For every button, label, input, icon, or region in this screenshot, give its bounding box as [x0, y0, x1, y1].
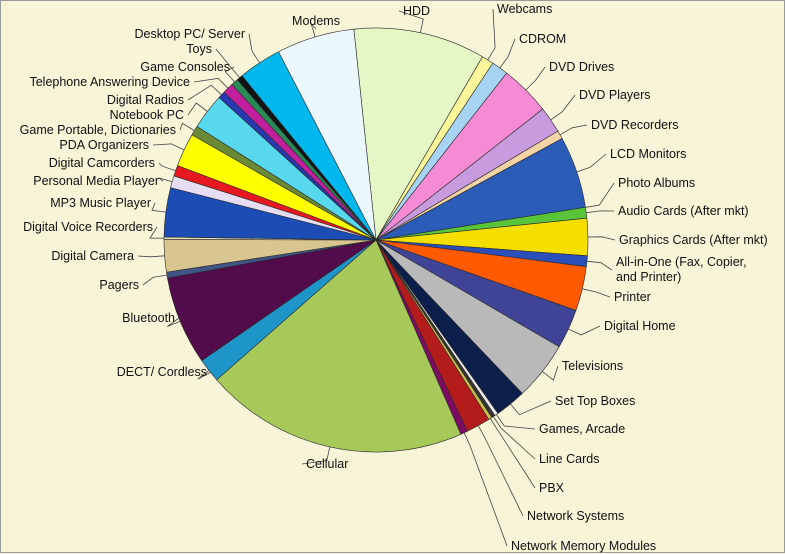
leader-line — [582, 288, 611, 298]
label-bluetooth: Bluetooth — [122, 311, 175, 325]
leader-line — [151, 202, 166, 213]
leader-line — [585, 182, 615, 208]
label-game-portable-dictionaries: Game Portable, Dictionaries — [20, 123, 176, 137]
label-cdrom: CDROM — [519, 32, 566, 46]
label-digital-home: Digital Home — [604, 319, 676, 333]
slice-hdd — [353, 27, 483, 241]
label-cellular: Cellular — [306, 457, 348, 471]
leader-line — [586, 210, 615, 214]
leader-line — [542, 365, 559, 381]
leader-line — [499, 38, 516, 69]
leader-line — [142, 274, 167, 286]
leader-line — [493, 416, 536, 460]
label-digital-radios: Digital Radios — [107, 93, 184, 107]
label-mp3-music-player: MP3 Music Player — [50, 196, 151, 210]
label-dvd-players: DVD Players — [579, 88, 651, 102]
slice-modems — [278, 28, 377, 241]
leader-line — [158, 177, 173, 183]
leader-line — [463, 432, 508, 547]
label-webcams: Webcams — [497, 2, 552, 16]
label-dvd-recorders: DVD Recorders — [591, 118, 679, 132]
leader-line — [179, 122, 195, 131]
label-desktop-pc-server: Desktop PC/ Server — [135, 27, 245, 41]
label-modems: Modems — [292, 14, 340, 28]
label-digital-camcorders: Digital Camcorders — [49, 156, 155, 170]
leader-line — [587, 236, 616, 241]
label-pbx: PBX — [539, 481, 565, 495]
leader-line — [525, 66, 546, 91]
leader-line — [248, 33, 260, 64]
slice-cellular — [216, 239, 462, 453]
label-dect-cordless: DECT/ Cordless — [117, 365, 207, 379]
leader-line — [301, 446, 331, 465]
leader-line — [158, 162, 176, 172]
leader-line — [510, 400, 552, 416]
leader-line — [152, 143, 185, 151]
label-games-arcade: Games, Arcade — [539, 422, 625, 436]
leader-line — [576, 153, 607, 173]
leader-line — [398, 10, 424, 33]
label-televisions: Televisions — [562, 359, 623, 373]
leader-line — [149, 226, 165, 239]
leader-line — [215, 48, 241, 78]
leader-line — [550, 94, 576, 121]
leader-line — [224, 66, 235, 83]
leader-lines — [137, 8, 616, 547]
label-notebook-pc: Notebook PC — [110, 108, 184, 122]
label-digital-camera: Digital Camera — [51, 249, 134, 263]
leader-line — [568, 325, 601, 336]
leader-line — [487, 8, 496, 61]
leader-line — [477, 425, 524, 517]
leader-line — [586, 260, 613, 271]
leader-line — [197, 370, 212, 380]
label-printer: Printer — [614, 290, 651, 304]
label-toys: Toys — [186, 42, 212, 56]
label-audio-cards-after-mkt: Audio Cards (After mkt) — [618, 204, 749, 218]
label-photo-albums: Photo Albums — [618, 176, 695, 190]
leader-line — [166, 317, 181, 327]
label-hdd: HDD — [403, 4, 430, 18]
slice-labels: HDD Webcams CDROM DVD Drives DVD Players DVD … — [20, 2, 768, 553]
label-network-systems: Network Systems — [527, 509, 624, 523]
leader-line — [193, 77, 229, 89]
label-graphics-cards-after-mkt: Graphics Cards (After mkt) — [619, 233, 768, 247]
label-telephone-answering-device: Telephone Answering Device — [29, 75, 190, 89]
label-network-memory-modules: Network Memory Modules — [511, 539, 656, 553]
leader-line — [187, 84, 222, 101]
label-dvd-drives: DVD Drives — [549, 60, 614, 74]
leader-line — [496, 414, 536, 430]
label-pda-organizers: PDA Organizers — [59, 138, 149, 152]
leader-line — [187, 102, 208, 116]
label-digital-voice-recorders: Digital Voice Recorders — [23, 220, 153, 234]
leader-line — [137, 255, 165, 258]
label-game-consoles: Game Consoles — [140, 60, 230, 74]
leader-line — [310, 23, 317, 38]
label-line-cards: Line Cards — [539, 452, 599, 466]
label-set-top-boxes: Set Top Boxes — [555, 394, 635, 408]
leader-line — [559, 124, 588, 136]
pie-slices — [163, 27, 589, 453]
label-pagers: Pagers — [99, 278, 139, 292]
label-lcd-monitors: LCD Monitors — [610, 147, 686, 161]
label-all-in-one-fax-copier-and-printer: All-in-One (Fax, Copier, and Printer) — [616, 255, 747, 284]
label-personal-media-player: Personal Media Player — [33, 174, 159, 188]
leader-line — [489, 418, 536, 489]
